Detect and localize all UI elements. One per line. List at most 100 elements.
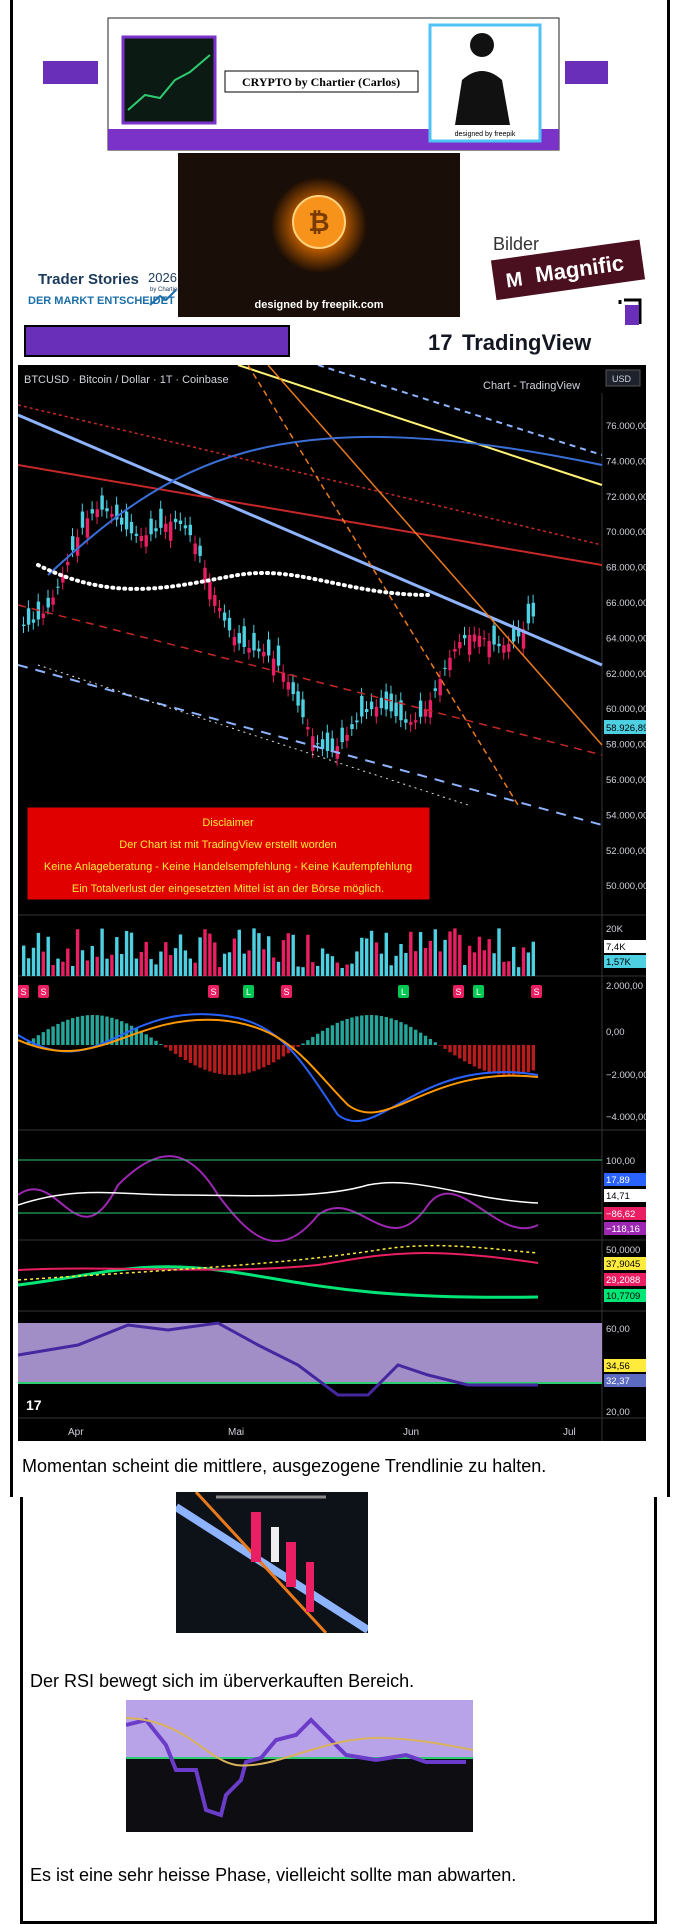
volume-bar bbox=[61, 961, 65, 976]
macd-hist bbox=[90, 1015, 94, 1045]
volume-bar bbox=[428, 940, 433, 976]
volume-bar bbox=[340, 967, 344, 976]
zoom-candle bbox=[251, 1512, 261, 1562]
macd-hist bbox=[227, 1045, 232, 1075]
macd-hist bbox=[453, 1045, 457, 1056]
macd-hist bbox=[257, 1045, 261, 1070]
signal-line bbox=[18, 1018, 539, 1114]
macd-hist bbox=[36, 1035, 41, 1045]
macd-hist bbox=[262, 1045, 266, 1068]
candle-body bbox=[56, 586, 60, 588]
macd-hist bbox=[169, 1045, 173, 1051]
candle-body bbox=[262, 651, 266, 657]
candle-body bbox=[120, 517, 124, 525]
volume-bar bbox=[281, 940, 286, 976]
macd-hist bbox=[95, 1015, 99, 1045]
purple-bar bbox=[24, 325, 290, 357]
macd-hist bbox=[369, 1015, 374, 1045]
signal: S bbox=[533, 987, 539, 997]
tv-icon: 17 bbox=[428, 330, 452, 355]
value-box bbox=[604, 1189, 646, 1202]
macd-hist bbox=[512, 1045, 516, 1075]
volume-bar bbox=[286, 933, 290, 976]
price-tick: 76.000,00 bbox=[606, 421, 646, 432]
candle-body bbox=[325, 732, 330, 751]
candle-body bbox=[423, 709, 428, 717]
volume-bar bbox=[75, 929, 80, 976]
price-tick: 50.000,00 bbox=[606, 881, 646, 892]
candle-body bbox=[134, 533, 139, 536]
volume-bar bbox=[291, 934, 295, 976]
macd-hist bbox=[360, 1015, 364, 1045]
axis-label: −118,16 bbox=[606, 1224, 640, 1235]
macd-hist bbox=[66, 1019, 70, 1045]
candle-body bbox=[105, 508, 109, 512]
candle-body bbox=[409, 722, 413, 725]
trendline bbox=[18, 604, 603, 756]
candle-body bbox=[252, 632, 256, 651]
candle-body bbox=[467, 634, 472, 655]
candle-body bbox=[526, 603, 531, 624]
candle-body bbox=[340, 727, 344, 743]
candle-body bbox=[183, 525, 188, 529]
macd-hist bbox=[379, 1015, 384, 1045]
candle-body bbox=[154, 528, 158, 532]
volume-bar bbox=[301, 967, 305, 976]
macd-hist bbox=[237, 1045, 241, 1075]
candle-body bbox=[453, 648, 457, 652]
candle-body bbox=[448, 657, 452, 671]
volume-bar bbox=[512, 946, 516, 976]
macd-hist bbox=[443, 1045, 447, 1049]
candle-body bbox=[178, 520, 183, 525]
macd-hist bbox=[134, 1028, 139, 1045]
macd-hist bbox=[365, 1015, 369, 1045]
month: Apr bbox=[68, 1427, 84, 1438]
candle-body bbox=[286, 682, 290, 690]
chart-bg bbox=[18, 365, 646, 1441]
macd-hist bbox=[80, 1015, 85, 1045]
macd-hist bbox=[296, 1045, 300, 1047]
thumb bbox=[121, 35, 217, 125]
volume-bar bbox=[169, 955, 173, 976]
volume-bar bbox=[198, 937, 202, 976]
macd-hist bbox=[75, 1016, 80, 1045]
candle-body bbox=[75, 537, 80, 556]
volume-bar bbox=[183, 950, 188, 976]
price-tick: 66.000,00 bbox=[606, 598, 646, 609]
price-tick: 52.000,00 bbox=[606, 846, 646, 857]
macd-hist bbox=[198, 1045, 202, 1068]
macd-hist bbox=[438, 1045, 442, 1046]
price-tick: 72.000,00 bbox=[606, 492, 646, 503]
volume-bar bbox=[516, 967, 521, 976]
volume-bar bbox=[267, 936, 271, 976]
volume-bar bbox=[85, 960, 90, 976]
volume-bar bbox=[482, 950, 486, 976]
macd-hist bbox=[193, 1045, 197, 1066]
frame-bottom bbox=[20, 1497, 657, 1924]
cci-line bbox=[18, 1155, 539, 1243]
macd-hist bbox=[414, 1029, 418, 1045]
candle-body bbox=[139, 535, 143, 542]
axis-label: 29,2088 bbox=[606, 1275, 640, 1286]
volume-bar bbox=[360, 937, 364, 976]
volume-bar bbox=[213, 942, 217, 976]
candle-body bbox=[41, 613, 45, 619]
volume-bar bbox=[129, 932, 134, 976]
macd-hist bbox=[433, 1042, 437, 1045]
volume-bar bbox=[409, 931, 413, 976]
candle-body bbox=[232, 636, 237, 646]
candle-body bbox=[71, 536, 75, 551]
macd-hist bbox=[115, 1019, 119, 1045]
axis-label: −2.000,00 bbox=[606, 1070, 646, 1081]
volume-bar bbox=[369, 930, 374, 976]
axis-label: 10,7709 bbox=[606, 1291, 640, 1302]
volume-bar bbox=[242, 953, 246, 976]
macd-hist bbox=[31, 1038, 36, 1045]
disclaimer-line: Keine Anlageberatung - Keine Handelsempf… bbox=[44, 861, 412, 873]
candle-body bbox=[472, 634, 477, 642]
axis-label: 17,89 bbox=[606, 1175, 630, 1186]
source: Chart - TradingView bbox=[483, 380, 580, 392]
candle-body bbox=[306, 726, 310, 730]
candle-body bbox=[374, 706, 379, 717]
